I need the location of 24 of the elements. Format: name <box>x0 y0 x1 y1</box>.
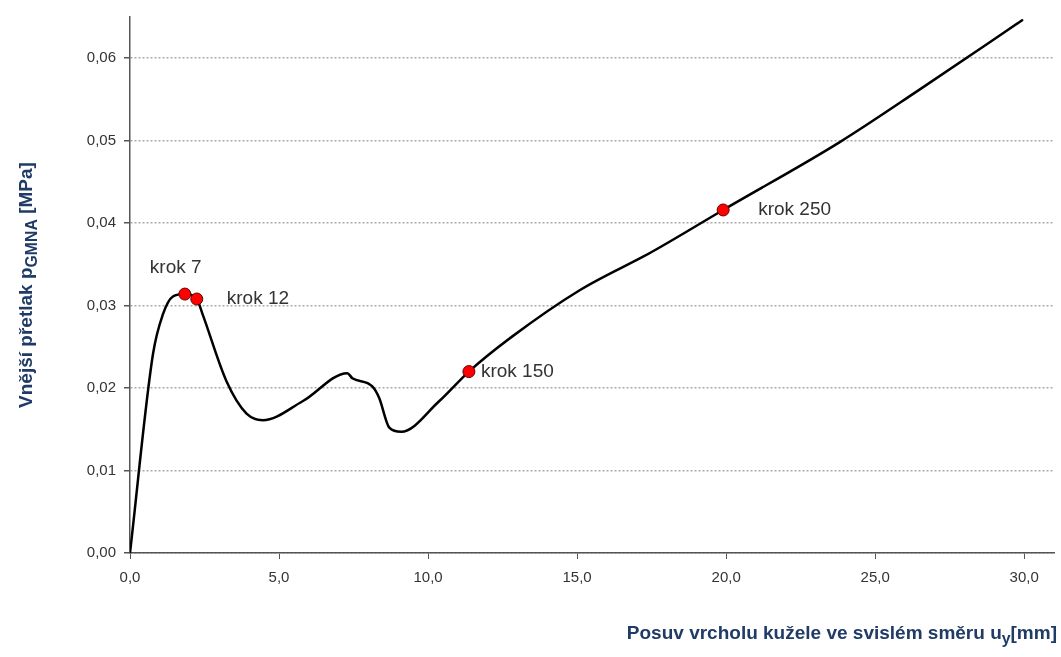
point <box>178 287 192 301</box>
x-tick-label: 20,0 <box>711 568 741 586</box>
y-tick-label: 0,02 <box>86 378 116 396</box>
annotation: krok 250 <box>758 198 832 220</box>
y-tick-label: 0,01 <box>86 460 116 478</box>
x-tick-label: 5,0 <box>268 568 290 586</box>
y-tick-label: 0,04 <box>86 213 116 231</box>
x-tick-label: 30,0 <box>1009 568 1039 586</box>
y-tick-label: 0,00 <box>86 543 116 561</box>
point <box>190 292 204 306</box>
annotation: krok 150 <box>480 359 554 381</box>
x-tick-label: 25,0 <box>860 568 890 586</box>
annotation: krok 12 <box>226 287 290 309</box>
x-tick-label: 15,0 <box>562 568 592 586</box>
y-tick-label: 0,05 <box>86 130 116 148</box>
line-series <box>130 19 1024 553</box>
y-tick-label: 0,03 <box>86 295 116 313</box>
point <box>716 203 730 217</box>
y-tick-label: 0,06 <box>86 48 116 66</box>
x-tick-label: 0,0 <box>119 568 141 586</box>
x-axis-title: Posuv vrcholu kužele ve svislém směru u$_{y}$[mm] <box>626 622 1057 648</box>
x-tick-label: 10,0 <box>413 568 443 586</box>
point <box>462 365 476 379</box>
annotation: krok 7 <box>149 256 202 278</box>
